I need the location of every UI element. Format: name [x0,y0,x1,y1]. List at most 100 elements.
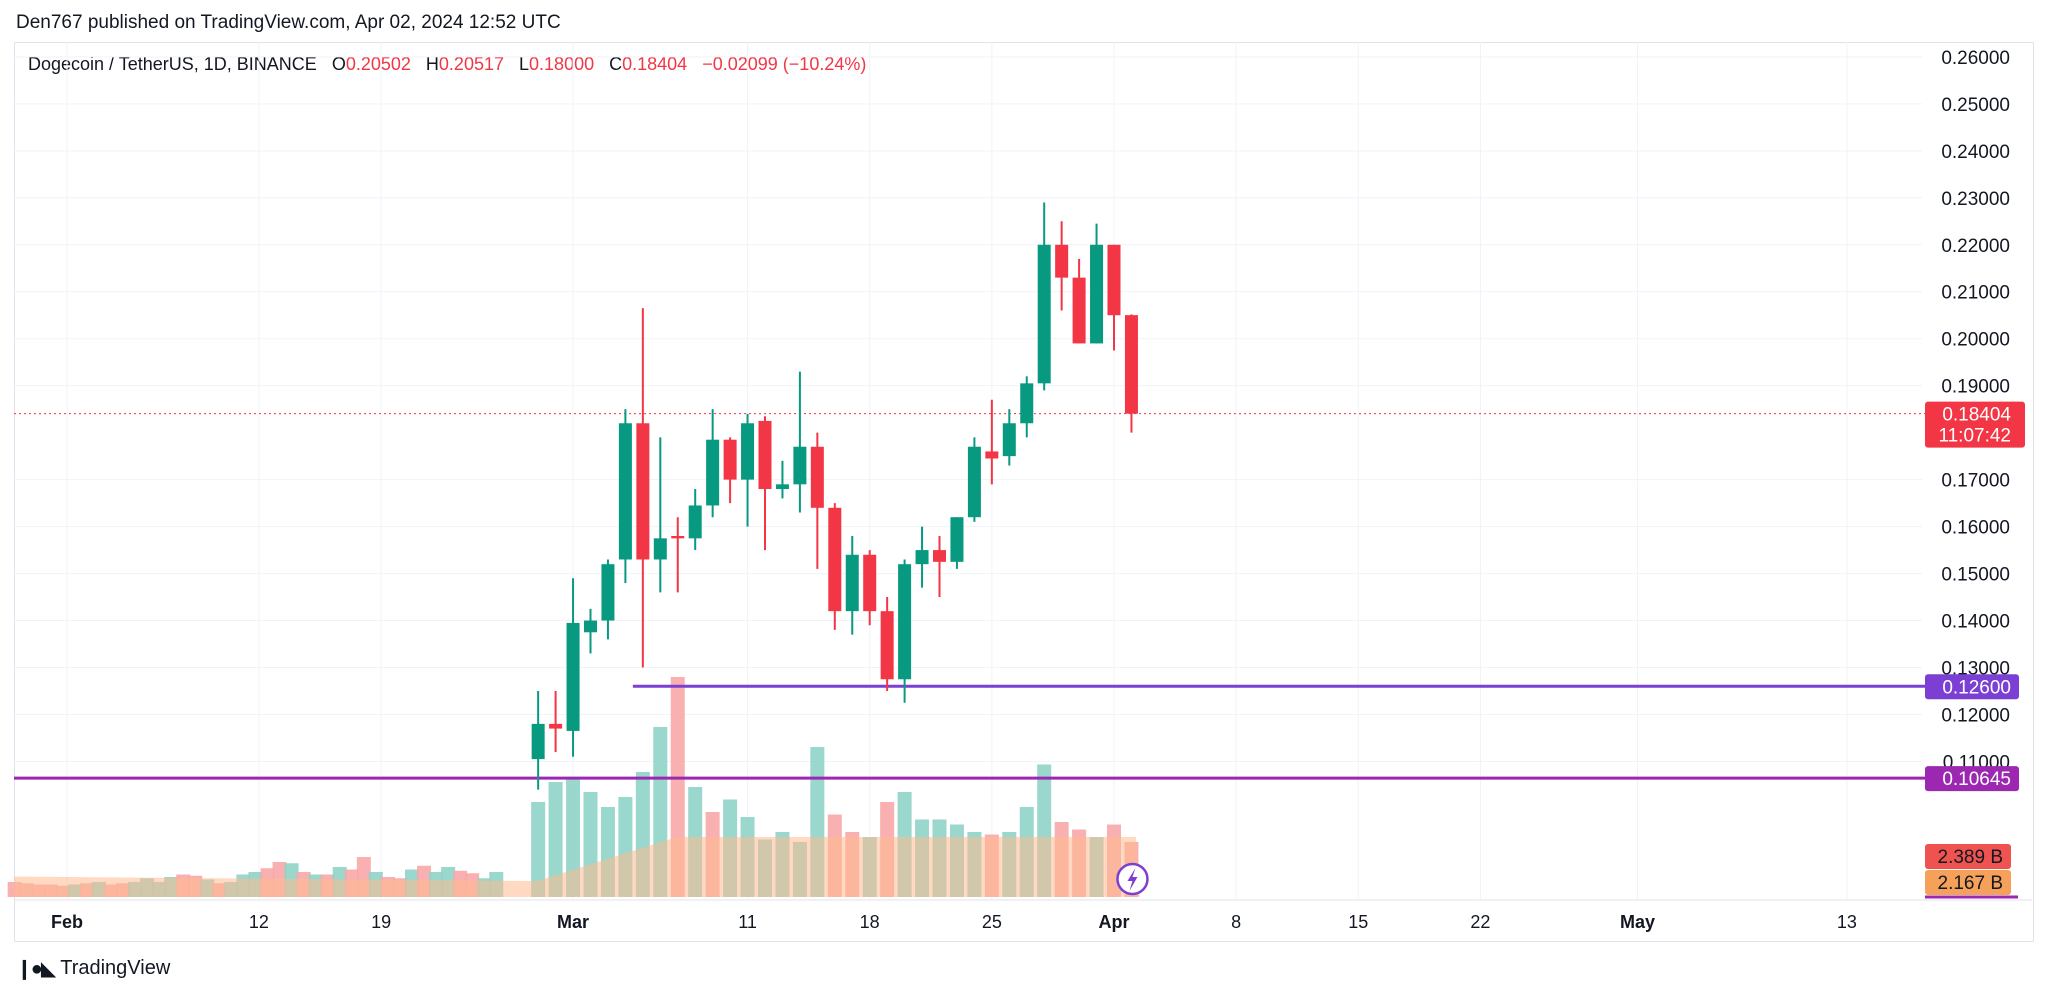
time-tick-label: 13 [1837,912,1857,932]
candle-body [706,439,720,506]
close-value: 0.18404 [622,54,688,74]
lightning-icon-glyph [1127,868,1138,891]
candle-body [549,723,563,729]
price-tick-label: 0.23000 [1941,189,2010,210]
volume-bar [531,802,546,897]
price-tick-label: 0.20000 [1941,330,2010,351]
price-tick-label: 0.22000 [1941,236,2010,257]
time-tick-label: May [1620,912,1655,932]
low-label: L [519,54,530,74]
price-tick-label: 0.25000 [1941,95,2010,116]
candle-body [1107,244,1121,316]
close-label: C [609,54,623,74]
candle-body [601,564,615,621]
time-tick-label: 18 [860,912,880,932]
volume-badge-label: 2.389 B [1938,847,2004,868]
candle-body [758,420,772,490]
price-tick-label: 0.24000 [1941,142,2010,163]
candle-body [810,446,824,508]
volume-badge [1925,844,2011,869]
price-tick-label: 0.14000 [1941,612,2010,633]
time-tick-label: 11 [738,912,757,932]
last-price-label: 0.18404 [1942,405,2011,426]
price-tick-label: 0.21000 [1941,283,2010,304]
level-badge-label: 0.10645 [1942,769,2011,790]
candle-body [723,439,737,480]
candle-body [933,550,946,562]
price-tick-label: 0.26000 [1941,48,2010,69]
low-value: 0.18000 [529,54,595,74]
candle-body [880,611,894,680]
volume-bar [566,777,581,897]
time-tick-label: 15 [1348,912,1368,932]
candle-body [1124,315,1138,414]
symbol-legend: Dogecoin / TetherUS, 1D, BINANCE O0.2050… [28,54,866,75]
candle-body [1020,383,1034,424]
change-value: −0.02099 (−10.24%) [702,54,867,74]
time-tick-label: 8 [1231,912,1241,932]
candle-body [618,423,632,560]
price-tick-label: 0.15000 [1941,565,2010,586]
candle-body [584,620,597,633]
time-tick-label: Mar [557,912,589,932]
price-tick-label: 0.19000 [1941,377,2010,398]
open-value: 0.20502 [345,54,411,74]
time-tick-label: 22 [1470,912,1490,932]
tradingview-logo-icon: ❙●◣ [16,958,56,980]
price-tick-label: 0.16000 [1941,518,2010,539]
candle-body [898,564,912,680]
candles-layer[interactable] [531,202,1138,790]
candle-body [845,554,859,612]
tradingview-brand[interactable]: ❙●◣ TradingView [16,956,170,981]
candle-body [828,507,842,612]
candle-body [967,446,981,518]
candle-body [1090,244,1104,344]
candle-body [793,446,807,485]
last-price-badge [1925,401,2025,448]
volume-ma-area [14,837,1140,897]
candle-body [566,622,580,731]
level-badge-label: 0.12600 [1942,677,2011,698]
high-value: 0.20517 [438,54,504,74]
candle-body [863,554,877,612]
time-tick-label: Apr [1099,912,1130,932]
candle-body [688,505,702,539]
time-tick-label: 25 [982,912,1002,932]
candle-body [1037,244,1051,384]
candle-body [1072,277,1086,344]
price-tick-label: 0.17000 [1941,471,2010,492]
time-tick-label: 12 [249,912,269,932]
candle-body [671,535,685,539]
candle-body [531,723,545,760]
candle-body [636,423,650,560]
volume-layer [7,677,1140,897]
level-badge [1925,674,2019,700]
candle-body [950,517,964,562]
candle-body [1002,423,1016,457]
symbol-name[interactable]: Dogecoin / TetherUS, 1D, BINANCE [28,54,317,74]
volume-badge [1925,870,2011,895]
brand-name: TradingView [60,957,171,979]
price-axis[interactable]: 0.26000 0.25000 0.24000 0.23000 0.22000 0.210… [1941,48,2010,774]
time-tick-label: 19 [371,912,391,932]
chart-frame [14,42,2034,942]
candle-body [915,550,929,565]
level-badge [1925,766,2019,792]
candle-body [1055,244,1069,278]
high-label: H [425,54,439,74]
price-tick-label: 0.12000 [1941,705,2010,726]
open-label: O [331,54,346,74]
time-axis[interactable]: Feb 12 19 Mar 11 18 25 Apr 8 15 22 May 13 [51,912,1857,932]
price-tick-label: 0.13000 [1941,659,2010,680]
grid-layer [14,42,2032,901]
time-tick-label: Feb [51,912,83,932]
volume-bar [548,782,563,897]
candle-body [775,484,789,490]
volume-badge-label: 2.167 B [1938,873,2004,894]
candle-body [653,538,667,560]
horizontal-lines-layer[interactable] [14,413,1925,780]
publisher-caption: Den767 published on TradingView.com, Apr… [16,12,561,33]
candle-body [985,451,999,459]
